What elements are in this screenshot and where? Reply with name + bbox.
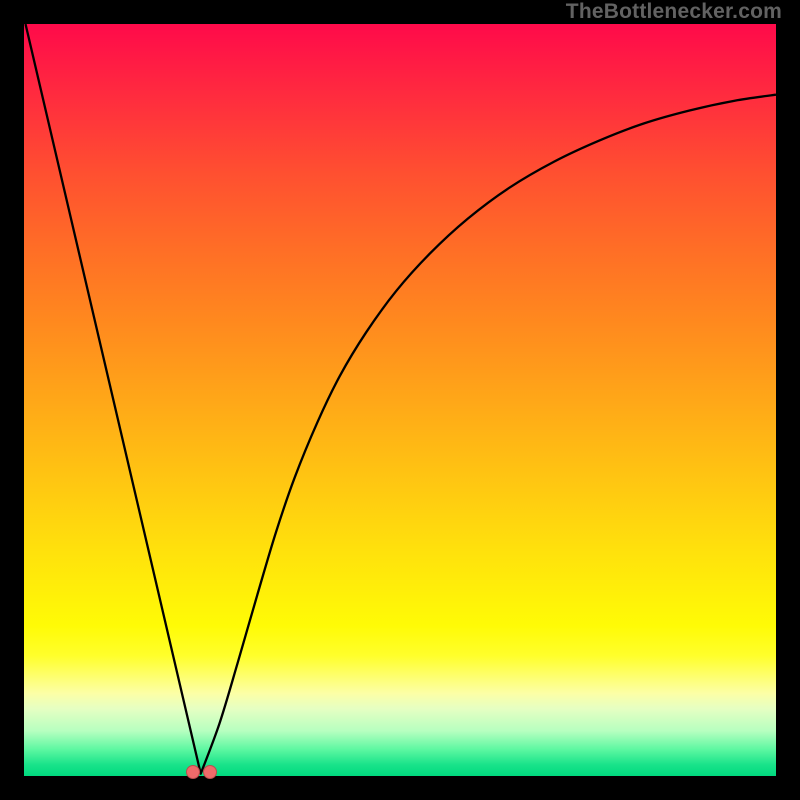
watermark-text: TheBottlenecker.com <box>566 0 782 24</box>
marker-layer <box>24 24 776 776</box>
data-marker <box>203 765 217 779</box>
chart-frame: TheBottlenecker.com <box>0 0 800 800</box>
data-marker <box>186 765 200 779</box>
